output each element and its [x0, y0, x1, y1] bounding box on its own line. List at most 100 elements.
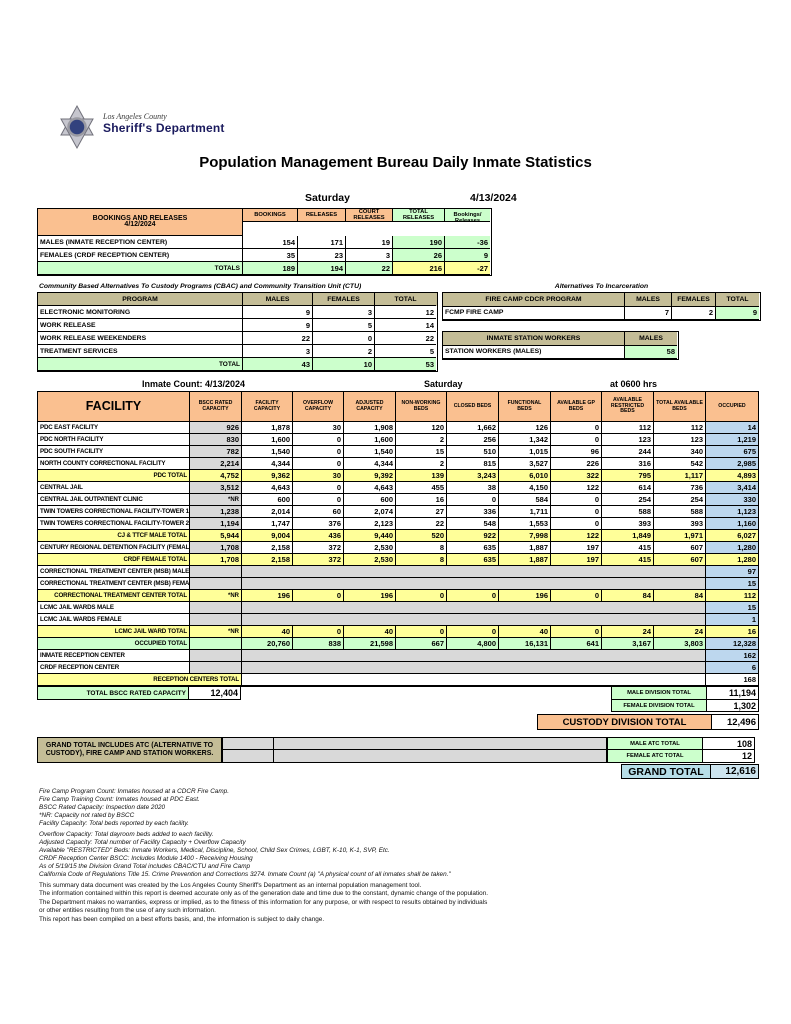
facility-row-label: CORRECTIONAL TREATMENT CENTER (MSB) FEMA…	[38, 578, 190, 590]
facility-value: 455	[396, 482, 447, 494]
facility-value: 1,711	[499, 506, 551, 518]
facility-value: 4,150	[499, 482, 551, 494]
station-row-label: STATION WORKERS (MALES)	[443, 345, 625, 359]
footnote-line: Facility Capacity: Total beds reported b…	[39, 820, 189, 827]
facility-value: 0	[293, 446, 344, 458]
facility-na-cell	[190, 614, 242, 626]
bookings-value: 171	[298, 236, 346, 249]
facility-value: 340	[654, 446, 706, 458]
cbac-row: ELECTRONIC MONITORING 9 3 12	[38, 306, 437, 319]
facility-col-functional: FUNCTIONAL BEDS	[499, 392, 551, 422]
cbac-row: TREATMENT SERVICES 3 2 5	[38, 345, 437, 358]
fire-col-females: FEMALES	[672, 293, 716, 307]
grand-total-label: GRAND TOTAL	[621, 764, 711, 779]
reception-total-value: 168	[706, 674, 758, 686]
facility-total-value: 40	[344, 626, 396, 638]
bookings-title-line1: BOOKINGS AND RELEASES	[92, 214, 188, 222]
facility-col-adjusted: ADJUSTED CAPACITY	[344, 392, 396, 422]
facility-value: 600	[242, 494, 293, 506]
station-col-label: INMATE STATION WORKERS	[443, 332, 625, 346]
facility-value: 0	[551, 506, 602, 518]
facility-col-nonworking: NON-WORKING BEDS	[396, 392, 447, 422]
facility-value: 675	[706, 446, 758, 458]
facility-row-label: TWIN TOWERS CORRECTIONAL FACILITY-TOWER …	[38, 518, 190, 530]
facility-row: CJ & TTCF MALE TOTAL 5,944 9,004 436 9,440 52…	[38, 530, 758, 542]
facility-value: 123	[654, 434, 706, 446]
facility-value: 1,600	[344, 434, 396, 446]
facility-row: CRDF FEMALE TOTAL 1,708 2,158 372 2,530 8 635 1…	[38, 554, 758, 566]
bookings-body: MALES (INMATE RECEPTION CENTER) 154 171 19 1…	[38, 236, 491, 275]
facility-row-label: LCMC JAIL WARDS MALE	[38, 602, 190, 614]
facility-row: CENTRAL JAIL OUTPATIENT CLINIC *NR 600 0 600…	[38, 494, 758, 506]
male-atc-row: MALE ATC TOTAL 108	[222, 737, 759, 750]
custody-division-total-label: CUSTODY DIVISION TOTAL	[537, 714, 712, 730]
cbac-col-total: TOTAL	[375, 293, 436, 306]
female-division-row: FEMALE DIVISION TOTAL 1,302	[37, 700, 759, 712]
facility-total-value: 9,440	[344, 530, 396, 542]
facility-total-value: 2,158	[242, 554, 293, 566]
page-title: Population Management Bureau Daily Inmat…	[199, 154, 592, 171]
facility-col-occupied: OCCUPIED	[706, 392, 758, 422]
facility-value: 614	[602, 482, 654, 494]
cbac-col-males: MALES	[243, 293, 313, 306]
footnote-line: BSCC Rated Capacity: Inspection date 202…	[39, 804, 166, 811]
occupied-total-label: OCCUPIED TOTAL	[38, 638, 190, 650]
female-division-total-value: 1,302	[707, 700, 759, 712]
facility-value: 1,160	[706, 518, 758, 530]
facility-col-overflow: OVERFLOW CAPACITY	[293, 392, 344, 422]
cbac-total-row: TOTAL 43 10 53	[38, 358, 437, 371]
facility-total-value: 40	[499, 626, 551, 638]
facility-total-value: 1,708	[190, 554, 242, 566]
facility-value: 548	[447, 518, 499, 530]
occupied-total-value: 4,800	[447, 638, 499, 650]
facility-merged-band	[242, 614, 706, 626]
cbac-row-label: WORK RELEASE	[38, 319, 243, 332]
facility-row-label: PDC SOUTH FACILITY	[38, 446, 190, 458]
facility-total-label: CORRECTIONAL TREATMENT CENTER TOTAL	[38, 590, 190, 602]
facility-value: 1,600	[242, 434, 293, 446]
fire-col-total: TOTAL	[716, 293, 759, 307]
facility-value: 0	[293, 458, 344, 470]
cbac-total-value: 53	[375, 358, 436, 371]
report-day: Saturday	[305, 192, 350, 204]
female-atc-total-value: 12	[703, 750, 755, 763]
facility-row-label: PDC EAST FACILITY	[38, 422, 190, 434]
facility-merged-band	[242, 566, 706, 578]
grand-top: GRAND TOTAL INCLUDES ATC (ALTERNATIVE TO…	[37, 737, 759, 763]
facility-row: CENTURY REGIONAL DETENTION FACILITY (FEM…	[38, 542, 758, 554]
occupied-total-value: 641	[551, 638, 602, 650]
facility-total-value: 1,117	[654, 470, 706, 482]
grand-gray-cell-1	[222, 737, 274, 750]
facility-row: LCMC JAIL WARDS FEMALE 1	[38, 614, 758, 626]
female-division-total-label: FEMALE DIVISION TOTAL	[611, 700, 707, 712]
facility-value: 588	[654, 506, 706, 518]
facility-value: 38	[447, 482, 499, 494]
facility-value: 16	[396, 494, 447, 506]
logo-department-line: Sheriff's Department	[103, 121, 225, 135]
footnote-line: *NR: Capacity not rated by BSCC	[39, 812, 135, 819]
facility-value: 1,662	[447, 422, 499, 434]
facility-row: CORRECTIONAL TREATMENT CENTER (MSB) MALE…	[38, 566, 758, 578]
facility-value: 4,344	[242, 458, 293, 470]
facility-value: 830	[190, 434, 242, 446]
facility-na-cell	[190, 662, 242, 674]
facility-total-value: 0	[293, 626, 344, 638]
footnote-line: Fire Camp Training Count: Inmates housed…	[39, 796, 200, 803]
facility-value: 8	[396, 542, 447, 554]
facility-value: 1,194	[190, 518, 242, 530]
facility-value: 244	[602, 446, 654, 458]
facility-total-value: 84	[654, 590, 706, 602]
facility-day-caption: Saturday	[424, 379, 463, 389]
alternatives-section-title: Alternatives To Incarceration	[554, 283, 649, 290]
occupied-total-value: 838	[293, 638, 344, 650]
facility-value: 226	[551, 458, 602, 470]
facility-row-label: NORTH COUNTY CORRECTIONAL FACILITY	[38, 458, 190, 470]
facility-value: 4,643	[242, 482, 293, 494]
facility-value: 600	[344, 494, 396, 506]
summary-rows: TOTAL BSCC RATED CAPACITY 12,404 MALE DI…	[37, 686, 759, 730]
cbac-value: 3	[313, 306, 375, 319]
facility-value: 126	[499, 422, 551, 434]
occupied-total-value: 20,760	[242, 638, 293, 650]
facility-total-value: 1,849	[602, 530, 654, 542]
facility-row-label: CENTRAL JAIL	[38, 482, 190, 494]
